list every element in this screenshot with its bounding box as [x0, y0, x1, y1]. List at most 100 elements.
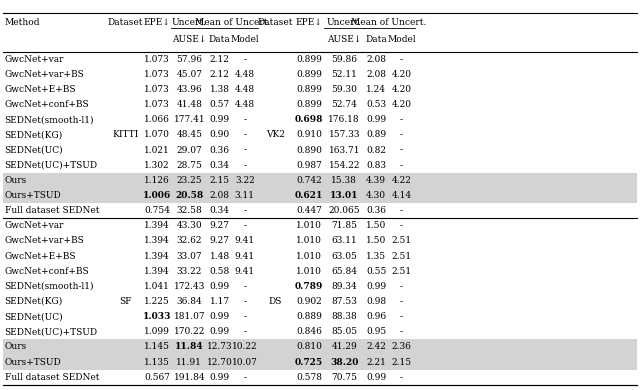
Text: 157.33: 157.33	[328, 131, 360, 140]
Text: 1.041: 1.041	[144, 282, 170, 291]
Text: 12.73: 12.73	[207, 342, 232, 351]
Text: -: -	[243, 115, 246, 124]
Text: 85.05: 85.05	[331, 327, 357, 336]
Text: Ours: Ours	[4, 176, 27, 185]
Text: 0.34: 0.34	[210, 161, 230, 170]
Text: 48.45: 48.45	[177, 131, 202, 140]
Text: 4.48: 4.48	[235, 70, 255, 79]
Text: 2.51: 2.51	[392, 236, 412, 245]
Text: -: -	[243, 131, 246, 140]
Text: -: -	[400, 161, 403, 170]
Text: 32.62: 32.62	[177, 236, 202, 245]
Text: 0.36: 0.36	[210, 145, 230, 154]
Text: 1.394: 1.394	[144, 267, 170, 276]
Text: SEDNet(KG): SEDNet(KG)	[4, 297, 63, 306]
Text: 1.070: 1.070	[144, 131, 170, 140]
Text: 4.14: 4.14	[392, 191, 412, 200]
Text: 59.30: 59.30	[332, 85, 357, 94]
Text: 9.41: 9.41	[235, 267, 255, 276]
Text: 10.22: 10.22	[232, 342, 258, 351]
Text: 0.99: 0.99	[209, 327, 230, 336]
Text: 33.22: 33.22	[177, 267, 202, 276]
Text: GwcNet+E+BS: GwcNet+E+BS	[4, 85, 76, 94]
Text: Data: Data	[209, 35, 230, 44]
Text: 12.70: 12.70	[207, 358, 232, 367]
Text: -: -	[400, 221, 403, 230]
Text: 4.48: 4.48	[235, 100, 255, 109]
Text: Uncert.: Uncert.	[172, 18, 207, 27]
Text: 4.39: 4.39	[366, 176, 386, 185]
Text: GwcNet+var+BS: GwcNet+var+BS	[4, 70, 84, 79]
Text: 0.99: 0.99	[366, 115, 386, 124]
Text: GwcNet+var+BS: GwcNet+var+BS	[4, 236, 84, 245]
Text: 1.50: 1.50	[366, 236, 386, 245]
Text: 1.394: 1.394	[144, 252, 170, 261]
Text: 2.12: 2.12	[210, 55, 230, 64]
Text: 1.006: 1.006	[143, 191, 172, 200]
Text: 1.38: 1.38	[210, 85, 230, 94]
Text: 3.11: 3.11	[235, 191, 255, 200]
Text: -: -	[243, 55, 246, 64]
Text: 0.96: 0.96	[366, 312, 386, 321]
Text: 2.36: 2.36	[392, 342, 412, 351]
Text: 28.75: 28.75	[177, 161, 202, 170]
Text: 52.74: 52.74	[332, 100, 357, 109]
Text: 36.84: 36.84	[177, 297, 202, 306]
Text: -: -	[243, 373, 246, 382]
Text: SEDNet(UC)+TSUD: SEDNet(UC)+TSUD	[4, 327, 98, 336]
Text: GwcNet+var: GwcNet+var	[4, 221, 64, 230]
Text: -: -	[243, 297, 246, 306]
Text: 70.75: 70.75	[332, 373, 357, 382]
Text: 1.48: 1.48	[209, 252, 230, 261]
Text: 1.073: 1.073	[144, 70, 170, 79]
Text: 9.41: 9.41	[235, 236, 255, 245]
Text: -: -	[400, 206, 403, 215]
Text: 9.27: 9.27	[210, 236, 230, 245]
Text: 1.010: 1.010	[296, 252, 322, 261]
Text: SEDNet(smooth-l1): SEDNet(smooth-l1)	[4, 115, 94, 124]
Text: 191.84: 191.84	[173, 373, 205, 382]
Text: 9.41: 9.41	[235, 252, 255, 261]
Text: -: -	[400, 373, 403, 382]
Text: 87.53: 87.53	[332, 297, 357, 306]
Text: 0.99: 0.99	[209, 115, 230, 124]
Text: 0.99: 0.99	[366, 282, 386, 291]
Text: 41.48: 41.48	[177, 100, 202, 109]
Text: 0.83: 0.83	[366, 161, 386, 170]
Text: -: -	[400, 312, 403, 321]
Text: 0.754: 0.754	[144, 206, 170, 215]
Text: 89.34: 89.34	[332, 282, 357, 291]
Text: 0.36: 0.36	[366, 206, 386, 215]
Text: 0.725: 0.725	[295, 358, 323, 367]
Text: Full dataset SEDNet: Full dataset SEDNet	[4, 373, 99, 382]
Text: 2.21: 2.21	[366, 358, 386, 367]
Text: 65.84: 65.84	[332, 267, 357, 276]
Text: 0.98: 0.98	[366, 297, 386, 306]
Text: 2.08: 2.08	[366, 55, 386, 64]
Text: Mean of Uncert.: Mean of Uncert.	[195, 18, 270, 27]
Text: 0.899: 0.899	[296, 70, 322, 79]
Text: GwcNet+conf+BS: GwcNet+conf+BS	[4, 100, 89, 109]
Text: Mean of Uncert.: Mean of Uncert.	[351, 18, 426, 27]
Text: 1.021: 1.021	[144, 145, 170, 154]
Text: -: -	[243, 282, 246, 291]
Text: Model: Model	[387, 35, 416, 44]
Text: 57.96: 57.96	[177, 55, 202, 64]
Text: 0.99: 0.99	[209, 312, 230, 321]
Text: Dataset: Dataset	[108, 18, 143, 27]
Text: 20.58: 20.58	[175, 191, 204, 200]
Text: 1.073: 1.073	[144, 85, 170, 94]
Text: -: -	[243, 145, 246, 154]
Text: 0.742: 0.742	[296, 176, 322, 185]
Text: 163.71: 163.71	[328, 145, 360, 154]
Text: 0.99: 0.99	[366, 373, 386, 382]
Text: 20.065: 20.065	[328, 206, 360, 215]
Text: 0.99: 0.99	[209, 373, 230, 382]
Text: 29.07: 29.07	[177, 145, 202, 154]
Text: 1.010: 1.010	[296, 221, 322, 230]
Text: 4.20: 4.20	[392, 85, 412, 94]
Text: 1.225: 1.225	[144, 297, 170, 306]
Text: 1.033: 1.033	[143, 312, 172, 321]
Text: 0.987: 0.987	[296, 161, 322, 170]
Bar	[3, 173, 637, 188]
